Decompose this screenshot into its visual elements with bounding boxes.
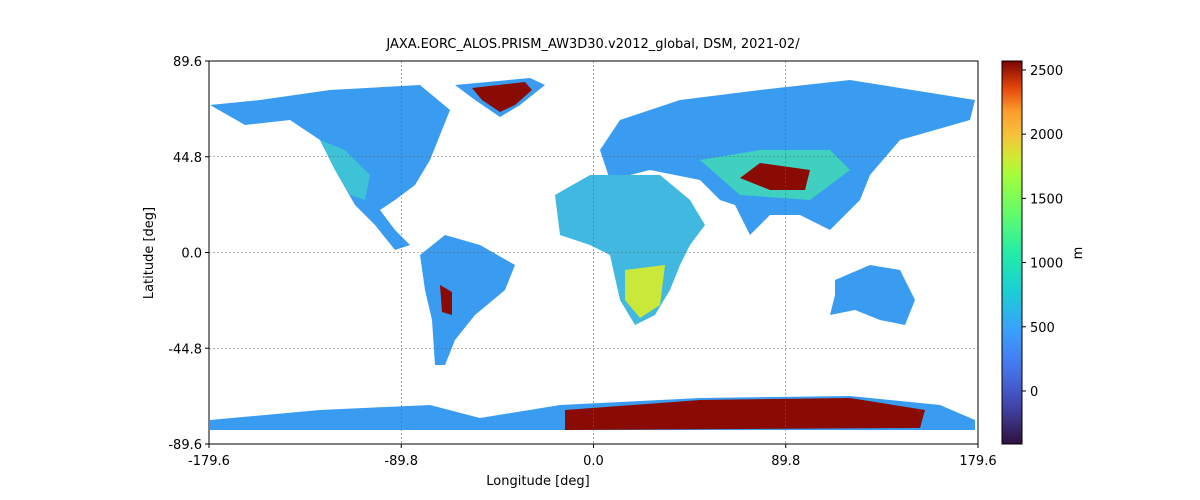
y-tick-label: 0.0 <box>181 247 202 262</box>
y-axis-label: Latitude [deg] <box>142 207 157 299</box>
andes <box>440 285 452 315</box>
x-tick-label: 0.0 <box>583 454 604 469</box>
y-tick-label: 44.8 <box>173 151 202 166</box>
rocky-mountains <box>320 140 370 200</box>
colorbar-tick-label: 2000 <box>1030 128 1063 143</box>
y-tick-label: -44.8 <box>168 342 202 357</box>
colorbar-label: m <box>1071 247 1086 260</box>
colorbar-tick-label: 500 <box>1030 321 1055 336</box>
chart-title: JAXA.EORC_ALOS.PRISM_AW3D30.v2012_global… <box>385 37 800 52</box>
x-tick-label: -89.8 <box>384 454 418 469</box>
colorbar-tick-label: 1500 <box>1030 192 1063 207</box>
map <box>210 78 975 430</box>
y-tick-label: -89.6 <box>168 438 202 453</box>
x-tick-label: 179.6 <box>959 454 996 469</box>
plot-frame <box>208 60 979 445</box>
colorbar <box>1001 60 1023 445</box>
colorbar-tick-label: 0 <box>1030 385 1038 400</box>
greenland-ice <box>472 82 532 112</box>
axes: -179.6 -89.8 0.0 89.8 179.6 -89.6 -44.8 0.0 44.8… <box>168 55 1063 469</box>
x-tick-label: 89.8 <box>771 454 800 469</box>
north-america <box>210 85 450 250</box>
x-tick-label: -179.6 <box>188 454 230 469</box>
colorbar-tick-label: 2500 <box>1030 64 1063 79</box>
antarctic-ice <box>565 398 925 430</box>
y-tick-label: 89.6 <box>173 55 202 70</box>
southern-africa <box>625 265 665 318</box>
tibet <box>740 163 810 190</box>
colorbar-tick-label: 1000 <box>1030 257 1063 272</box>
x-axis-label: Longitude [deg] <box>486 474 589 489</box>
africa <box>555 175 705 325</box>
australia <box>830 265 915 325</box>
south-america <box>420 235 515 365</box>
